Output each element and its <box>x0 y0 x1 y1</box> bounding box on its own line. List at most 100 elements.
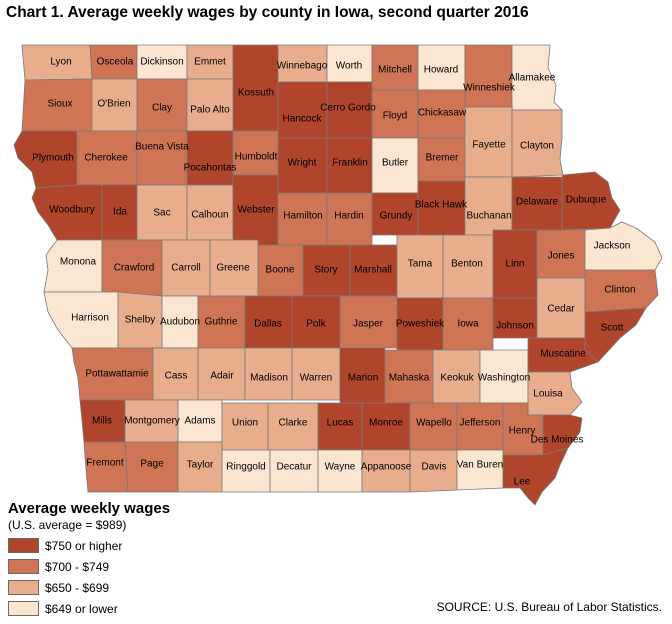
county-label-cedar: Cedar <box>547 304 575 315</box>
county-label-worth: Worth <box>336 61 363 72</box>
county-label-calhoun: Calhoun <box>191 210 228 221</box>
county-label-audubon: Audubon <box>160 317 200 328</box>
county-johnson <box>492 297 538 339</box>
county-label-franklin: Franklin <box>332 158 368 169</box>
county-label-dickinson: Dickinson <box>140 57 183 68</box>
county-label-woodbury: Woodbury <box>49 205 94 216</box>
county-label-des-moines: Des Moines <box>531 435 584 446</box>
county-label-louisa: Louisa <box>533 389 563 400</box>
county-label-hancock: Hancock <box>283 114 323 125</box>
county-label-adams: Adams <box>184 416 215 427</box>
county-label-greene: Greene <box>216 263 250 274</box>
county-label-iowa: Iowa <box>457 319 479 330</box>
county-label-shelby: Shelby <box>125 315 156 326</box>
county-label-lyon: Lyon <box>50 57 71 68</box>
county-label-chickasaw: Chickasaw <box>418 108 467 119</box>
county-label-lee: Lee <box>514 477 531 488</box>
county-label-boone: Boone <box>266 265 295 276</box>
county-label-buena-vista: Buena Vista <box>135 142 189 153</box>
county-label-henry: Henry <box>509 426 536 437</box>
county-label-washington: Washington <box>478 373 530 384</box>
county-label-guthrie: Guthrie <box>205 317 238 328</box>
county-label-wright: Wright <box>288 158 317 169</box>
county-label-muscatine: Muscatine <box>540 349 586 360</box>
county-label-ida: Ida <box>113 207 127 218</box>
county-label-johnson: Johnson <box>496 321 534 332</box>
county-label-harrison: Harrison <box>71 313 109 324</box>
county-scott <box>584 307 647 363</box>
county-label-davis: Davis <box>421 462 446 473</box>
chart-title: Chart 1. Average weekly wages by county … <box>6 4 529 21</box>
county-label-carroll: Carroll <box>171 263 200 274</box>
county-label-cerro-gordo: Cerro Gordo <box>320 103 376 114</box>
county-label-scott: Scott <box>601 323 624 334</box>
legend-label: $750 or higher <box>45 538 123 553</box>
county-label-sioux: Sioux <box>47 99 72 110</box>
county-label-o-brien: O'Brien <box>97 99 130 110</box>
legend-swatch <box>8 538 39 553</box>
county-label-fremont: Fremont <box>86 458 123 469</box>
county-label-cass: Cass <box>165 371 188 382</box>
county-label-kossuth: Kossuth <box>238 88 274 99</box>
county-label-jackson: Jackson <box>594 241 631 252</box>
county-label-clay: Clay <box>152 103 172 114</box>
county-label-decatur: Decatur <box>276 462 312 473</box>
county-label-dubuque: Dubuque <box>566 195 607 206</box>
county-label-story: Story <box>314 265 337 276</box>
legend-item-700-749: $700 - $749 <box>8 556 170 577</box>
county-label-winnebago: Winnebago <box>277 61 328 72</box>
county-label-monroe: Monroe <box>369 418 403 429</box>
county-clinton <box>584 269 659 313</box>
county-label-jefferson: Jefferson <box>460 418 501 429</box>
county-label-mitchell: Mitchell <box>378 65 412 76</box>
legend-label: $700 - $749 <box>45 559 110 574</box>
county-label-howard: Howard <box>424 65 458 76</box>
county-label-delaware: Delaware <box>516 197 559 208</box>
county-label-clinton: Clinton <box>604 285 635 296</box>
county-lee <box>502 447 569 506</box>
legend-swatch <box>8 601 39 616</box>
county-label-clayton: Clayton <box>520 141 554 152</box>
legend-title: Average weekly wages <box>8 500 171 517</box>
legend-swatch <box>8 559 39 574</box>
county-label-madison: Madison <box>250 373 288 384</box>
county-label-buchanan: Buchanan <box>466 211 511 222</box>
county-label-hamilton: Hamilton <box>283 211 322 222</box>
legend-label: $649 or lower <box>45 601 118 616</box>
county-label-keokuk: Keokuk <box>440 373 474 384</box>
legend-item-649-lower: $649 or lower <box>8 598 170 619</box>
county-label-jones: Jones <box>548 251 575 262</box>
county-label-mahaska: Mahaska <box>389 373 430 384</box>
county-buchanan <box>464 176 513 236</box>
county-label-black-hawk: Black Hawk <box>415 200 468 211</box>
county-label-wapello: Wapello <box>416 418 452 429</box>
county-label-bremer: Bremer <box>426 153 459 164</box>
county-label-poweshiek: Poweshiek <box>396 319 445 330</box>
county-label-allamakee: Allamakee <box>509 73 556 84</box>
county-label-wayne: Wayne <box>325 462 356 473</box>
county-label-taylor: Taylor <box>187 460 214 471</box>
legend-subtitle: (U.S. average = $989) <box>8 518 127 532</box>
county-buena-vista <box>136 130 188 186</box>
legend-label: $650 - $699 <box>45 580 110 595</box>
county-label-clarke: Clarke <box>279 418 308 429</box>
county-label-fayette: Fayette <box>472 140 506 151</box>
county-label-jasper: Jasper <box>353 319 384 330</box>
county-dubuque <box>561 171 621 231</box>
county-label-winneshiek: Winneshiek <box>463 83 516 94</box>
county-label-pocahontas: Pocahontas <box>184 163 237 174</box>
county-label-polk: Polk <box>306 319 326 330</box>
county-label-tama: Tama <box>408 259 433 270</box>
legend: Average weekly wages (U.S. average = $98… <box>8 500 170 619</box>
county-label-adair: Adair <box>210 371 234 382</box>
county-label-palo-alto: Palo Alto <box>190 105 230 116</box>
county-label-plymouth: Plymouth <box>32 153 74 164</box>
county-label-marshall: Marshall <box>354 265 392 276</box>
legend-swatch <box>8 580 39 595</box>
county-label-appanoose: Appanoose <box>361 462 412 473</box>
county-label-emmet: Emmet <box>194 57 226 68</box>
county-label-lucas: Lucas <box>327 418 354 429</box>
county-label-benton: Benton <box>451 259 483 270</box>
county-label-marion: Marion <box>348 373 379 384</box>
county-label-grundy: Grundy <box>380 211 413 222</box>
